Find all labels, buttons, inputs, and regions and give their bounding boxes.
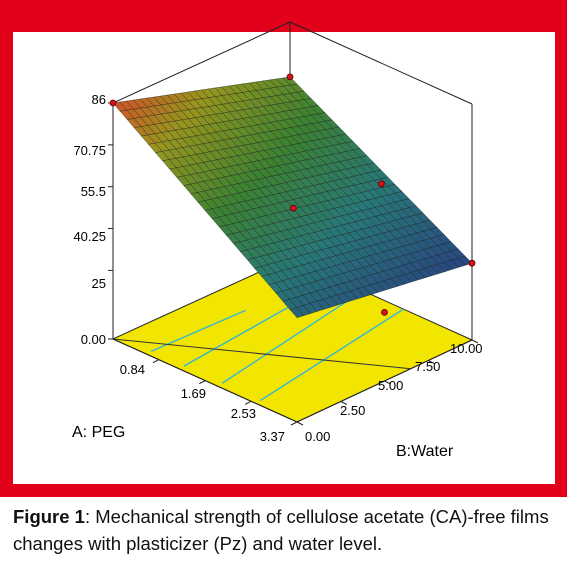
water-axis-ticks: 0.00 2.50 5.00 7.50 10.00 xyxy=(305,341,483,444)
z-tick-label: 0.00 xyxy=(81,332,106,347)
water-axis-title: B:Water xyxy=(396,443,454,460)
floor-line xyxy=(112,338,411,370)
peg-axis-ticks: 0.84 1.69 2.53 3.37 xyxy=(120,362,285,444)
water-tick xyxy=(471,339,479,344)
peg-axis-title: A: PEG xyxy=(72,424,125,441)
design-point xyxy=(381,308,388,316)
peg-tick-label: 0.84 xyxy=(120,362,145,377)
water-tick-label: 10.00 xyxy=(450,341,483,356)
frame-left-border xyxy=(0,0,13,497)
frame-bottom-border xyxy=(0,484,567,497)
surface-plot: 86 70.75 55.5 40.25 25 0.00 0.84 1.69 2.… xyxy=(72,21,483,460)
peg-tick-label: 3.37 xyxy=(260,429,285,444)
z-tick-label: 25 xyxy=(92,276,106,291)
design-point xyxy=(109,99,117,107)
peg-tick xyxy=(199,380,206,385)
peg-tick-label: 1.69 xyxy=(181,386,206,401)
z-tick-label: 70.75 xyxy=(73,143,106,158)
figure-caption: Figure 1: Mechanical strength of cellulo… xyxy=(13,503,558,557)
water-tick-label: 0.00 xyxy=(305,429,330,444)
peg-tick xyxy=(152,359,160,364)
design-point xyxy=(286,73,294,81)
response-surface xyxy=(112,76,473,318)
peg-tick xyxy=(244,400,252,405)
water-tick-label: 5.00 xyxy=(378,378,403,393)
water-tick xyxy=(428,360,435,364)
water-tick xyxy=(340,401,347,405)
peg-tick-label: 2.53 xyxy=(231,406,256,421)
z-tick-label: 55.5 xyxy=(81,184,106,199)
z-axis-ticks: 86 70.75 55.5 40.25 25 0.00 xyxy=(73,92,106,347)
design-point xyxy=(468,259,476,267)
box-edge xyxy=(112,21,291,104)
contour-line xyxy=(221,290,364,384)
frame-right-border xyxy=(555,0,567,497)
water-tick-label: 7.50 xyxy=(415,359,440,374)
frame-top-bar xyxy=(0,0,567,32)
z-tick-label: 40.25 xyxy=(73,229,106,244)
box-edge xyxy=(289,21,473,105)
water-tick-label: 2.50 xyxy=(340,403,365,418)
contour-line xyxy=(259,308,404,402)
caption-text: : Mechanical strength of cellulose aceta… xyxy=(13,506,549,554)
design-point xyxy=(289,204,297,212)
peg-tick xyxy=(290,421,298,426)
design-point xyxy=(377,180,385,188)
design-points xyxy=(109,73,476,316)
z-tick-label: 86 xyxy=(92,92,106,107)
water-tick xyxy=(296,421,304,426)
plot-box-front xyxy=(112,338,479,426)
figure-frame: 86 70.75 55.5 40.25 25 0.00 0.84 1.69 2.… xyxy=(0,0,567,497)
water-tick xyxy=(384,380,391,385)
caption-label: Figure 1 xyxy=(13,506,85,527)
